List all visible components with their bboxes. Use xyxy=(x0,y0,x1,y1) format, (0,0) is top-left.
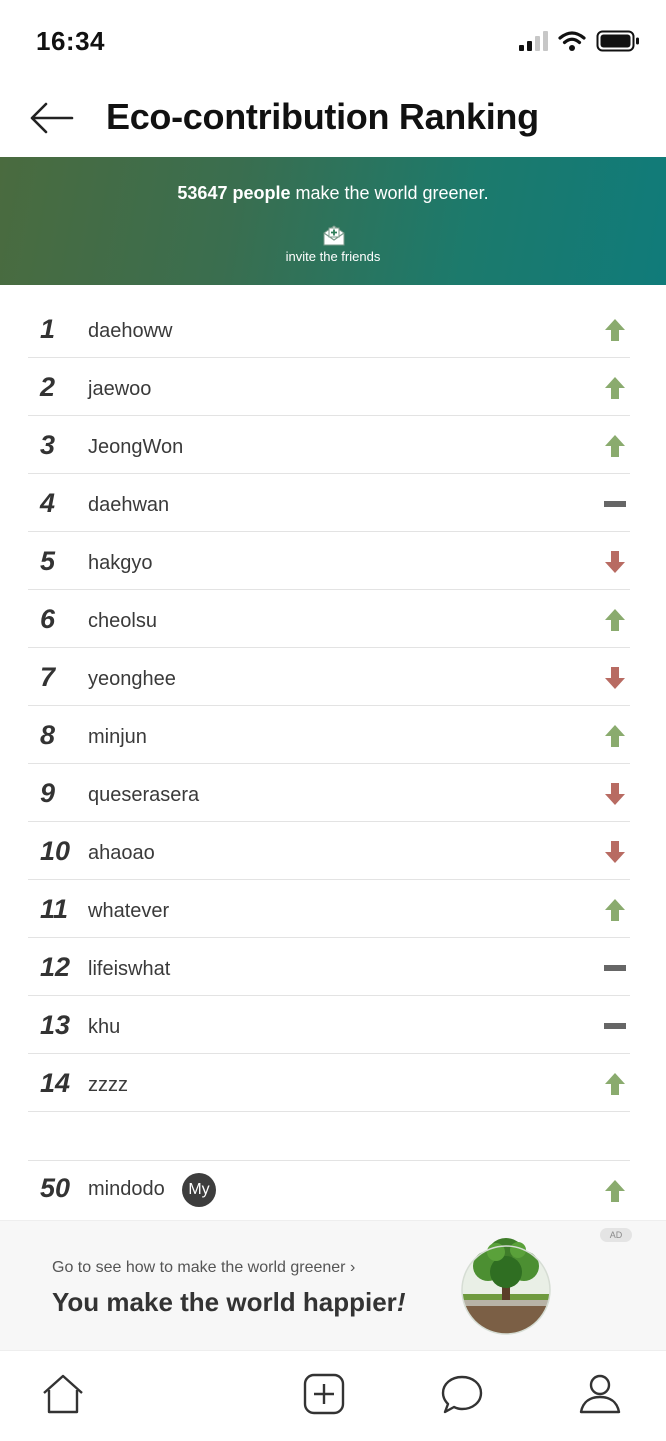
profile-icon xyxy=(579,1374,621,1414)
ranking-row[interactable]: 8 minjun xyxy=(28,706,630,764)
ranking-row[interactable]: 2 jaewoo xyxy=(28,358,630,416)
chat-icon xyxy=(441,1375,483,1414)
ranking-row[interactable]: 1 daehoww xyxy=(28,300,630,358)
rank-number: 13 xyxy=(40,1010,71,1040)
status-icons xyxy=(519,30,640,52)
status-time: 16:34 xyxy=(36,26,105,56)
ad-tag: AD xyxy=(600,1228,632,1242)
rank-number: 2 xyxy=(40,372,56,402)
username: queserasera xyxy=(88,784,200,806)
trend-up-icon xyxy=(605,435,625,457)
username: hakgyo xyxy=(88,552,153,574)
arrow-left-icon xyxy=(30,102,74,134)
trend-same-icon xyxy=(604,965,626,971)
ranking-row[interactable]: 5 hakgyo xyxy=(28,532,630,590)
ranking-row[interactable]: 11 whatever xyxy=(28,880,630,938)
username: daehoww xyxy=(88,320,173,342)
trend-up-icon xyxy=(605,899,625,921)
ranking-row[interactable]: 6 cheolsu xyxy=(28,590,630,648)
status-bar: 16:34 xyxy=(0,0,666,80)
wifi-icon xyxy=(558,31,586,51)
trend-up-icon xyxy=(605,319,625,341)
rank-number: 6 xyxy=(40,604,56,634)
rank-number: 3 xyxy=(40,430,56,460)
rank-number: 9 xyxy=(40,778,56,808)
ranking-row[interactable]: 13 khu xyxy=(28,996,630,1054)
rank-number: 1 xyxy=(40,314,56,344)
username: jaewoo xyxy=(88,378,152,400)
rank-number: 10 xyxy=(40,836,71,866)
trend-up-icon xyxy=(605,1073,625,1095)
my-username: mindodo xyxy=(88,1178,165,1200)
ad-headline: You make the world happier! xyxy=(52,1287,405,1318)
home-icon xyxy=(43,1374,83,1414)
trend-up-icon xyxy=(605,1180,625,1202)
rank-number: 11 xyxy=(40,894,69,924)
ranking-row[interactable]: 7 yeonghee xyxy=(28,648,630,706)
trend-same-icon xyxy=(604,1023,626,1029)
username: daehwan xyxy=(88,494,170,516)
app-header: Eco-contribution Ranking xyxy=(0,80,666,157)
ranking-row[interactable]: 10 ahaoao xyxy=(28,822,630,880)
nav-home-button[interactable] xyxy=(40,1371,86,1417)
ad-headline-text: You make the world happier xyxy=(52,1287,397,1317)
username: minjun xyxy=(88,726,147,748)
rank-number: 4 xyxy=(40,488,56,518)
my-rank-row[interactable]: 50 mindodo My xyxy=(28,1160,630,1219)
username: zzzz xyxy=(88,1074,128,1096)
username: ahaoao xyxy=(88,842,155,864)
ranking-row[interactable]: 9 queserasera xyxy=(28,764,630,822)
username: cheolsu xyxy=(88,610,157,632)
rank-number: 8 xyxy=(40,720,56,750)
ad-headline-mark: ! xyxy=(396,1287,406,1317)
username: JeongWon xyxy=(88,436,184,458)
trend-down-icon xyxy=(605,551,625,573)
ranking-row[interactable]: 14 zzzz xyxy=(28,1054,630,1112)
signal-icon xyxy=(519,31,548,51)
username: khu xyxy=(88,1016,121,1038)
bottom-nav xyxy=(0,1350,666,1441)
ad-subtitle: Go to see how to make the world greener … xyxy=(52,1259,356,1276)
trend-up-icon xyxy=(605,609,625,631)
ranking-row[interactable]: 4 daehwan xyxy=(28,474,630,532)
invite-mail-icon xyxy=(323,225,345,246)
banner-text: make the world greener. xyxy=(290,183,489,203)
rank-number: 7 xyxy=(40,662,56,692)
invite-label: invite the friends xyxy=(285,249,381,264)
my-badge: My xyxy=(182,1173,216,1207)
trend-up-icon xyxy=(605,377,625,399)
summary-banner: 53647 people make the world greener. inv… xyxy=(0,157,666,285)
invite-friends-button[interactable]: invite the friends xyxy=(273,223,393,267)
battery-icon xyxy=(596,30,639,52)
username: yeonghee xyxy=(88,668,176,690)
trend-up-icon xyxy=(605,725,625,747)
username: lifeiswhat xyxy=(88,958,171,980)
trend-same-icon xyxy=(604,501,626,507)
ranking-row[interactable]: 3 JeongWon xyxy=(28,416,630,474)
rank-number: 5 xyxy=(40,546,56,576)
banner-message: 53647 people make the world greener. xyxy=(0,183,666,204)
rank-number: 14 xyxy=(40,1068,71,1098)
add-icon xyxy=(303,1373,345,1415)
page-title: Eco-contribution Ranking xyxy=(106,96,539,137)
back-button[interactable] xyxy=(28,100,74,136)
ranking-row[interactable]: 12 lifeiswhat xyxy=(28,938,630,996)
people-count: 53647 people xyxy=(177,183,291,203)
my-rank-number: 50 xyxy=(40,1173,71,1203)
nav-add-button[interactable] xyxy=(302,1371,348,1417)
trend-down-icon xyxy=(605,783,625,805)
tree-globe-image xyxy=(461,1238,551,1335)
trend-down-icon xyxy=(605,841,625,863)
trend-down-icon xyxy=(605,667,625,689)
nav-profile-button[interactable] xyxy=(577,1371,623,1417)
rank-number: 12 xyxy=(40,952,71,982)
nav-chat-button[interactable] xyxy=(438,1371,484,1417)
username: whatever xyxy=(88,900,170,922)
ad-banner[interactable]: AD Go to see how to make the world green… xyxy=(0,1220,666,1351)
ranking-list: 1 daehoww 2 jaewoo 3 JeongWon 4 daehwan 5 hakgyo 6… xyxy=(28,300,630,1112)
